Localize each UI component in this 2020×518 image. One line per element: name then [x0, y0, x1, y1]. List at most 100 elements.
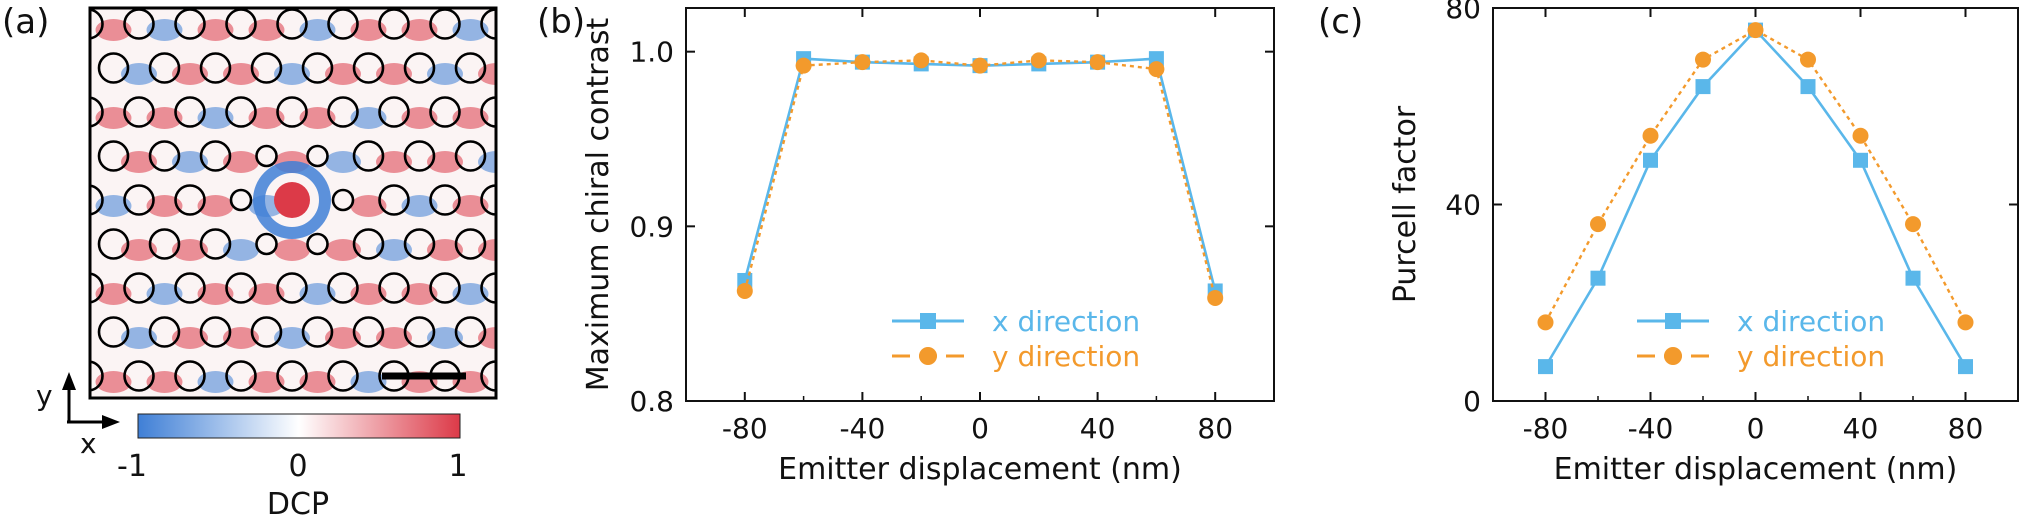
data-point-square [1538, 359, 1553, 375]
dcp-lobe-9 [121, 63, 157, 85]
dcp-lobe-42 [121, 239, 157, 261]
data-point-circle [854, 54, 871, 71]
air-hole-63 [301, 316, 334, 348]
dcp-lobe-54 [299, 283, 336, 305]
air-hole-23 [378, 96, 410, 128]
y-tick-label: 0.9 [629, 210, 674, 243]
air-hole-24 [429, 96, 461, 128]
data-point-circle [736, 282, 753, 299]
air-hole-0 [90, 8, 104, 40]
dcp-lobe-61 [223, 327, 259, 349]
air-hole-60 [148, 316, 181, 348]
air-hole-41 [480, 184, 496, 216]
dcp-lobe-36 [197, 195, 234, 217]
data-point-circle [1642, 127, 1659, 144]
dcp-lobe-13 [325, 63, 361, 85]
air-hole-30 [306, 144, 329, 168]
air-hole-68 [123, 360, 155, 392]
dcp-lobe-28 [223, 151, 259, 173]
dcp-lobe-30 [325, 151, 361, 173]
dcp-lobe-75 [504, 371, 540, 393]
y-tick-label: 0 [1463, 385, 1481, 418]
dcp-lobe-18 [146, 107, 183, 129]
data-point-circle [1089, 54, 1106, 71]
dcp-lobe-56 [401, 283, 438, 305]
panel-label-c: (c) [1318, 2, 1364, 42]
dcp-lobe-17 [95, 107, 132, 129]
x-tick-label: 40 [1080, 412, 1116, 445]
air-hole-45 [255, 232, 278, 256]
x-axis-letter: x [80, 427, 97, 460]
dcp-lobe-26 [121, 151, 157, 173]
air-hole-35 [123, 184, 155, 216]
dcp-lobe-49 [478, 239, 496, 261]
dcp-lobe-70 [248, 371, 285, 393]
air-hole-13 [301, 52, 334, 84]
air-hole-11 [199, 52, 232, 84]
dcp-lobe-45 [274, 239, 310, 261]
dcp-lobe-11 [223, 63, 259, 85]
air-hole-43 [148, 228, 181, 260]
air-hole-33 [454, 140, 487, 172]
dcp-lobe-68 [146, 371, 183, 393]
data-point-square [1905, 270, 1921, 286]
x-tick-label: 40 [1843, 412, 1879, 445]
dcp-lobe-47 [376, 239, 412, 261]
air-hole-22 [327, 96, 359, 128]
colorbar-gradient [137, 413, 461, 439]
x-tick-label: -40 [840, 412, 886, 445]
dcp-lobe-51 [146, 283, 183, 305]
dcp-lobe-5 [350, 19, 387, 41]
y-axis-label: Purcell factor [1388, 105, 1423, 303]
dcp-lobe-60 [172, 327, 208, 349]
air-hole-37 [229, 188, 253, 212]
air-hole-71 [276, 360, 308, 392]
dcp-lobe-71 [299, 371, 336, 393]
dcp-lobe-43 [172, 239, 208, 261]
panel-label-a: (a) [2, 2, 50, 42]
air-hole-44 [199, 228, 232, 260]
legend-label: y direction [1737, 340, 1885, 373]
air-hole-64 [352, 316, 385, 348]
air-hole-36 [174, 184, 206, 216]
dcp-lobe-63 [325, 327, 361, 349]
legend-marker-square [1665, 313, 1681, 329]
air-hole-8 [480, 8, 496, 40]
dcp-lobe-3 [248, 19, 285, 41]
air-hole-10 [148, 52, 181, 84]
colorbar-tick-max: 1 [448, 449, 467, 484]
series-line-y-direction [743, 59, 1217, 299]
data-point-circle [1957, 314, 1974, 331]
air-hole-70 [225, 360, 257, 392]
air-hole-18 [123, 96, 155, 128]
data-point-circle [1148, 61, 1165, 78]
series-line-x-direction [743, 57, 1217, 292]
y-tick-label: 40 [1445, 189, 1481, 222]
air-hole-31 [352, 140, 385, 172]
dcp-lobe-65 [427, 327, 463, 349]
dcp-lobe-38 [350, 195, 387, 217]
panel-label-b: (b) [537, 2, 586, 42]
dcp-lobe-83 [478, 415, 514, 437]
air-hole-59 [97, 316, 130, 348]
air-hole-72 [327, 360, 359, 392]
dcp-lobe-72 [350, 371, 387, 393]
dcp-lobe-12 [274, 63, 310, 85]
dcp-lobe-20 [248, 107, 285, 129]
air-hole-9 [97, 52, 130, 84]
air-hole-27 [148, 140, 181, 172]
air-hole-47 [352, 228, 385, 260]
dcp-map [88, 6, 540, 437]
data-point-circle [1905, 216, 1921, 233]
dcp-lobe-69 [197, 371, 234, 393]
legend-marker-circle [1664, 347, 1682, 365]
data-point-circle [972, 57, 988, 74]
dcp-lobe-41 [504, 195, 540, 217]
map-frame [88, 6, 498, 400]
x-tick-label: 0 [971, 412, 989, 445]
air-hole-53 [225, 272, 257, 304]
xy-axes-indicator: y x [36, 372, 120, 460]
data-point-square [1800, 79, 1816, 95]
dcp-lobe-14 [376, 63, 412, 85]
dcp-lobe-7 [452, 19, 489, 41]
